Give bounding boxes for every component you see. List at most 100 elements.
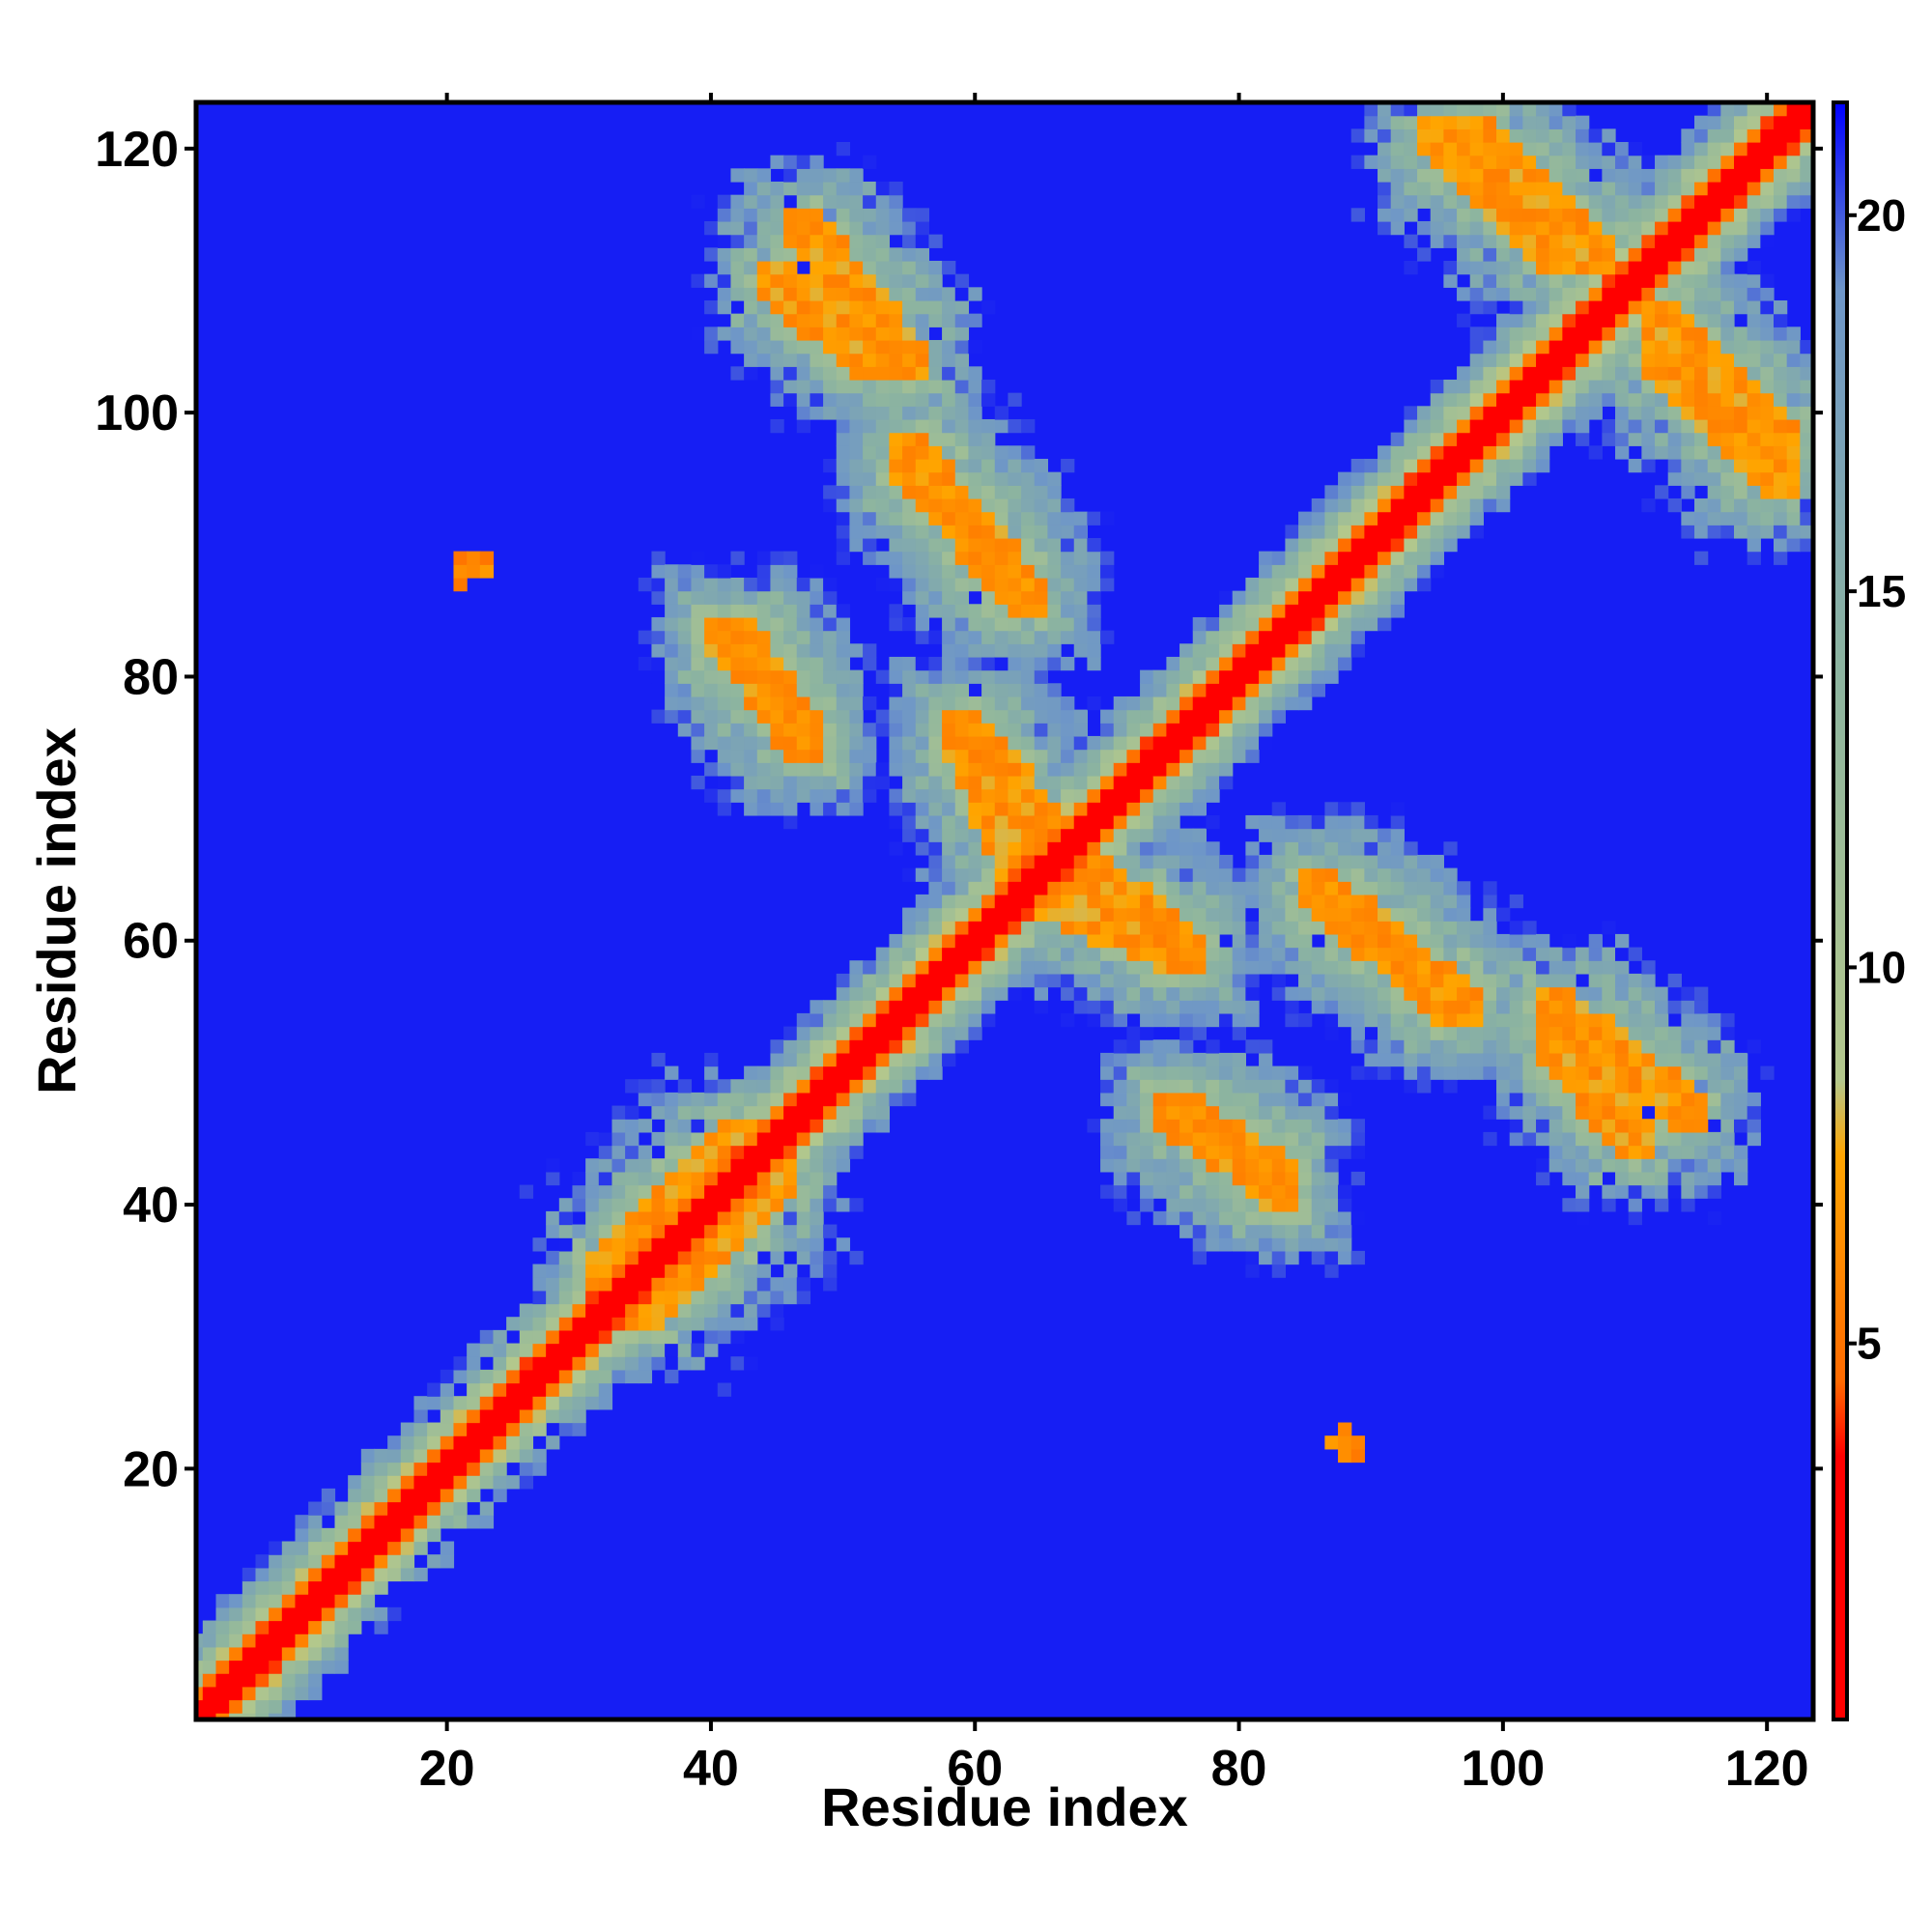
heatmap-cell [546, 1408, 560, 1424]
heatmap-cell [1034, 537, 1049, 553]
heatmap-cell [677, 604, 693, 618]
heatmap-cell [1562, 339, 1577, 355]
heatmap-cell [1390, 973, 1405, 988]
heatmap-cell [651, 590, 666, 605]
heatmap-cell [717, 1237, 732, 1252]
heatmap-cell [651, 551, 666, 565]
heatmap-cell [1021, 802, 1036, 816]
heatmap-cell [1061, 604, 1075, 618]
heatmap-cell [796, 669, 811, 684]
heatmap-cell [1694, 525, 1709, 539]
heatmap-cell [1576, 1198, 1590, 1212]
heatmap-cell [1073, 749, 1089, 763]
heatmap-cell [968, 537, 982, 553]
heatmap-cell [810, 313, 824, 327]
heatmap-cell [1311, 986, 1325, 1001]
heatmap-cell [1536, 102, 1550, 117]
heatmap-cell [1087, 630, 1101, 644]
heatmap-cell [1245, 604, 1260, 618]
heatmap-cell [1034, 616, 1049, 632]
heatmap-cell [770, 1184, 784, 1199]
heatmap-cell [1694, 313, 1709, 327]
heatmap-cell [1311, 1026, 1325, 1040]
heatmap-cell [1760, 142, 1775, 156]
heatmap-cell [1034, 986, 1049, 1001]
heatmap-cell [1311, 1171, 1325, 1186]
heatmap-cell [1008, 577, 1022, 592]
heatmap-cell [1232, 933, 1246, 949]
heatmap-cell [836, 432, 851, 446]
heatmap-cell [1311, 590, 1325, 605]
heatmap-cell [1285, 1237, 1299, 1252]
heatmap-cell [942, 485, 956, 499]
heatmap-cell [1034, 471, 1049, 486]
heatmap-cell [1285, 986, 1299, 1001]
heatmap-cell [836, 802, 851, 816]
heatmap-cell [928, 762, 943, 777]
heatmap-cell [1576, 947, 1590, 961]
heatmap-cell [665, 1237, 679, 1252]
heatmap-cell [1536, 353, 1550, 367]
heatmap-cell [1562, 1026, 1577, 1040]
heatmap-cell [479, 1343, 495, 1357]
heatmap-cell [479, 1396, 495, 1410]
heatmap-cell [1073, 841, 1089, 856]
heatmap-cell [1667, 339, 1682, 355]
heatmap-cell [1073, 907, 1089, 922]
heatmap-cell [823, 669, 838, 684]
heatmap-cell [1113, 986, 1128, 1001]
heatmap-cell [1390, 485, 1405, 499]
heatmap-cell [1747, 142, 1761, 156]
heatmap-cell [1192, 1198, 1207, 1212]
heatmap-cell [928, 986, 943, 1001]
heatmap-cell [942, 299, 956, 315]
heatmap-cell [1800, 525, 1813, 539]
heatmap-cell [1720, 339, 1735, 355]
heatmap-cell [1073, 828, 1089, 842]
heatmap-cell [1417, 986, 1432, 1001]
heatmap-cell [1047, 604, 1062, 618]
heatmap-cell [942, 643, 956, 658]
heatmap-cell [1008, 392, 1022, 407]
heatmap-cell [1179, 1079, 1194, 1094]
heatmap-cell [981, 643, 996, 658]
heatmap-cell [625, 1131, 639, 1147]
heatmap-cell [1430, 234, 1444, 248]
heatmap-cell [756, 775, 772, 790]
heatmap-cell [677, 696, 693, 711]
heatmap-cell [744, 669, 758, 684]
heatmap-cell [810, 1000, 824, 1014]
heatmap-cell [1311, 894, 1325, 909]
heatmap-cell [1008, 525, 1022, 539]
heatmap-cell [1496, 432, 1511, 446]
heatmap-cell [849, 511, 864, 526]
heatmap-cell [1166, 1210, 1180, 1226]
heatmap-cell [321, 1567, 336, 1582]
heatmap-cell [915, 960, 930, 975]
heatmap-cell [1152, 788, 1167, 803]
heatmap-cell [1179, 723, 1194, 737]
heatmap-cell [1457, 181, 1471, 196]
heatmap-cell [1641, 155, 1656, 169]
heatmap-cell [1496, 1052, 1511, 1067]
heatmap-cell [704, 1171, 719, 1186]
heatmap-cell [981, 497, 996, 513]
heatmap-cell [651, 1210, 666, 1226]
heatmap-cell [783, 1131, 798, 1147]
heatmap-cell [479, 1475, 495, 1490]
heatmap-cell [889, 1079, 903, 1094]
heatmap-cell [1021, 735, 1036, 751]
heatmap-cell [1192, 854, 1207, 869]
heatmap-cell [770, 1079, 784, 1094]
heatmap-cell [994, 537, 1009, 553]
heatmap-cell [1483, 1131, 1497, 1147]
heatmap-cell [1298, 1237, 1313, 1252]
heatmap-cell [1681, 287, 1695, 301]
heatmap-cell [717, 1079, 732, 1094]
heatmap-cell [704, 327, 719, 341]
heatmap-cell [1100, 1000, 1115, 1014]
heatmap-cell [889, 260, 903, 275]
heatmap-cell [1522, 947, 1537, 961]
heatmap-cell [202, 1634, 217, 1648]
heatmap-cell [1324, 1119, 1339, 1133]
